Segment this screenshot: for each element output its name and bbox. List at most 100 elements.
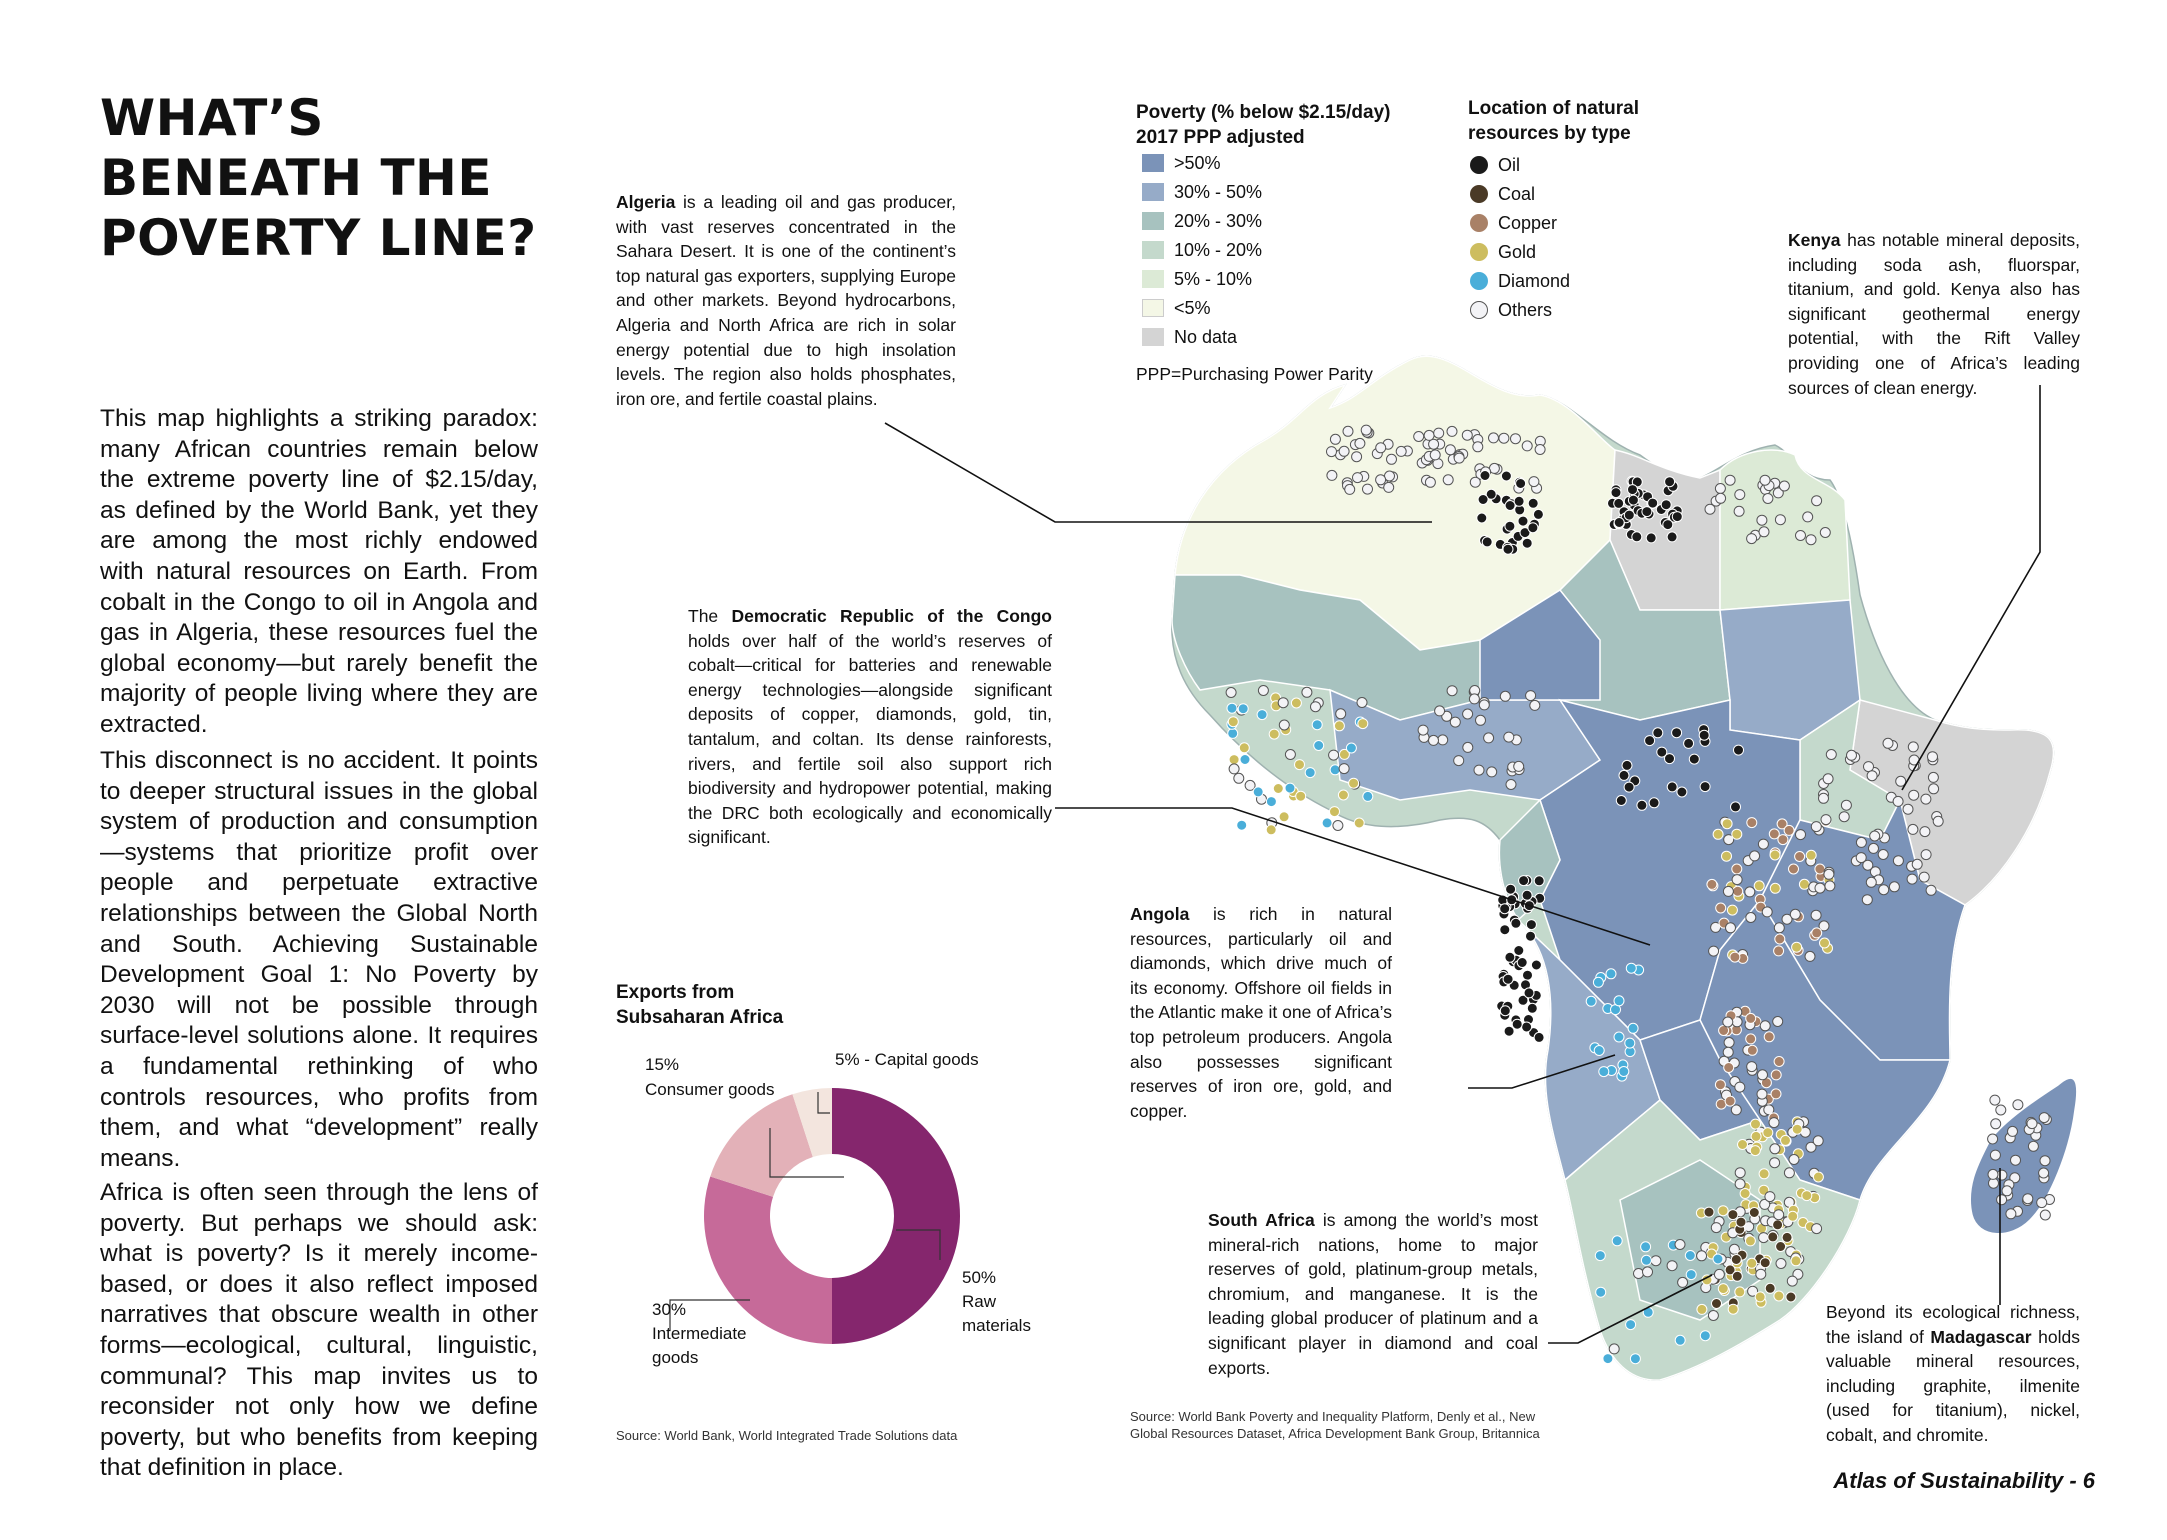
resource-point bbox=[1774, 514, 1786, 526]
resource-point bbox=[1527, 497, 1539, 509]
resource-point bbox=[1731, 828, 1743, 840]
swatch-10-20 bbox=[1142, 241, 1164, 259]
resource-point bbox=[1498, 432, 1510, 444]
resource-point bbox=[1729, 951, 1741, 963]
resource-point bbox=[1699, 1330, 1711, 1342]
resource-point bbox=[1345, 742, 1357, 754]
resource-point bbox=[1521, 1021, 1533, 1033]
resource-point bbox=[1585, 995, 1597, 1007]
resource-point bbox=[1517, 994, 1529, 1006]
exports-chart-title: Exports from Subsaharan Africa bbox=[616, 980, 783, 1030]
resource-point bbox=[1284, 749, 1296, 760]
algeria-text: is a leading oil and gas producer, with … bbox=[616, 192, 956, 409]
resource-point bbox=[1593, 1045, 1605, 1056]
resource-point bbox=[2039, 1155, 2051, 1167]
resource-point bbox=[1696, 1303, 1708, 1315]
resource-point bbox=[1755, 1268, 1767, 1280]
legend-label: Coal bbox=[1498, 184, 1536, 204]
resource-point bbox=[1717, 1205, 1729, 1217]
resource-point bbox=[1790, 1255, 1802, 1267]
resource-point bbox=[1810, 821, 1822, 833]
region-botswana-sa bbox=[1619, 1159, 1761, 1321]
poverty-legend-title: Poverty (% below $2.15/day) 2017 PPP adj… bbox=[1136, 100, 1391, 150]
resource-point bbox=[1511, 1018, 1523, 1030]
resource-point bbox=[1244, 779, 1256, 791]
resource-point bbox=[1757, 1069, 1768, 1081]
resource-point bbox=[1446, 685, 1458, 697]
resource-point bbox=[1814, 863, 1826, 875]
resource-point bbox=[1820, 814, 1832, 826]
resource-point bbox=[1791, 1123, 1803, 1135]
resource-point bbox=[1311, 719, 1323, 731]
resource-point bbox=[1608, 1343, 1620, 1355]
resource-point bbox=[1911, 858, 1923, 870]
resource-point bbox=[1513, 495, 1525, 507]
resource-point bbox=[1920, 793, 1932, 805]
resource-point bbox=[1748, 1207, 1760, 1218]
resource-point bbox=[1767, 1231, 1779, 1243]
resource-point bbox=[1428, 438, 1440, 450]
resource-point bbox=[1518, 875, 1530, 887]
resource-point bbox=[1236, 819, 1248, 831]
resource-point bbox=[1671, 727, 1683, 739]
resource-point bbox=[1268, 728, 1280, 740]
resource-point bbox=[1525, 930, 1536, 942]
resource-point bbox=[1734, 1286, 1746, 1298]
resource-point bbox=[1337, 789, 1349, 801]
resource-point bbox=[1786, 1275, 1798, 1287]
resource-point bbox=[1746, 1061, 1758, 1073]
algeria-leader-line bbox=[884, 422, 1432, 523]
copper-dot-icon bbox=[1470, 214, 1488, 232]
drc-text: holds over half of the world’s reserves … bbox=[688, 630, 1052, 848]
resource-point bbox=[1724, 474, 1736, 486]
resource-point bbox=[1987, 1133, 1999, 1145]
resource-point bbox=[1488, 432, 1499, 444]
resource-point bbox=[1429, 449, 1441, 461]
resource-point bbox=[1722, 1016, 1734, 1028]
resource-point bbox=[1615, 795, 1627, 806]
resource-point bbox=[1734, 1081, 1746, 1093]
oil-dot-icon bbox=[1470, 156, 1488, 174]
resource-point bbox=[1731, 1270, 1743, 1282]
resource-point bbox=[1640, 1254, 1652, 1266]
resource-point bbox=[1386, 453, 1397, 465]
resource-point bbox=[1352, 472, 1363, 484]
intermediate-callout bbox=[669, 1299, 750, 1330]
resource-point bbox=[1794, 851, 1806, 862]
resource-point bbox=[1892, 795, 1904, 807]
resource-point bbox=[1788, 1154, 1800, 1165]
resource-point bbox=[1824, 880, 1836, 892]
resource-point bbox=[1613, 1031, 1625, 1043]
resource-point bbox=[1688, 753, 1700, 765]
resource-point bbox=[1486, 766, 1498, 778]
resource-point bbox=[1781, 1231, 1793, 1243]
resource-point bbox=[1812, 1135, 1824, 1147]
resource-point bbox=[1989, 1149, 2001, 1161]
resource-point bbox=[1332, 820, 1344, 831]
resource-point bbox=[1362, 483, 1373, 495]
resource-point bbox=[1677, 1276, 1689, 1288]
resource-point bbox=[1855, 852, 1867, 864]
resource-point bbox=[1750, 1130, 1762, 1142]
exports-donut-chart: 15% Consumer goods 5% - Capital goods 50… bbox=[645, 1050, 1031, 1367]
resource-point bbox=[1704, 503, 1716, 515]
resource-point bbox=[1529, 699, 1541, 711]
resource-point bbox=[1528, 476, 1540, 488]
resource-point bbox=[1749, 1145, 1761, 1157]
resource-point bbox=[1920, 849, 1932, 861]
resource-point bbox=[1342, 425, 1354, 437]
resource-point bbox=[1525, 690, 1537, 702]
swatch-lt5 bbox=[1142, 299, 1164, 317]
kenya-name: Kenya bbox=[1788, 230, 1841, 250]
resource-point bbox=[1802, 511, 1814, 523]
legend-label: 5% - 10% bbox=[1174, 269, 1253, 289]
resource-point bbox=[1642, 1266, 1653, 1278]
poverty-legend-title-1: Poverty (% below $2.15/day) bbox=[1136, 102, 1391, 123]
resource-point bbox=[2005, 1208, 2017, 1220]
resource-point bbox=[1530, 959, 1542, 971]
resource-point bbox=[1728, 1243, 1740, 1255]
consumer-goods-slice bbox=[710, 1094, 813, 1197]
swatch-5-10 bbox=[1142, 270, 1164, 288]
resource-point bbox=[1715, 902, 1727, 914]
legend-label: 10% - 20% bbox=[1174, 240, 1263, 260]
